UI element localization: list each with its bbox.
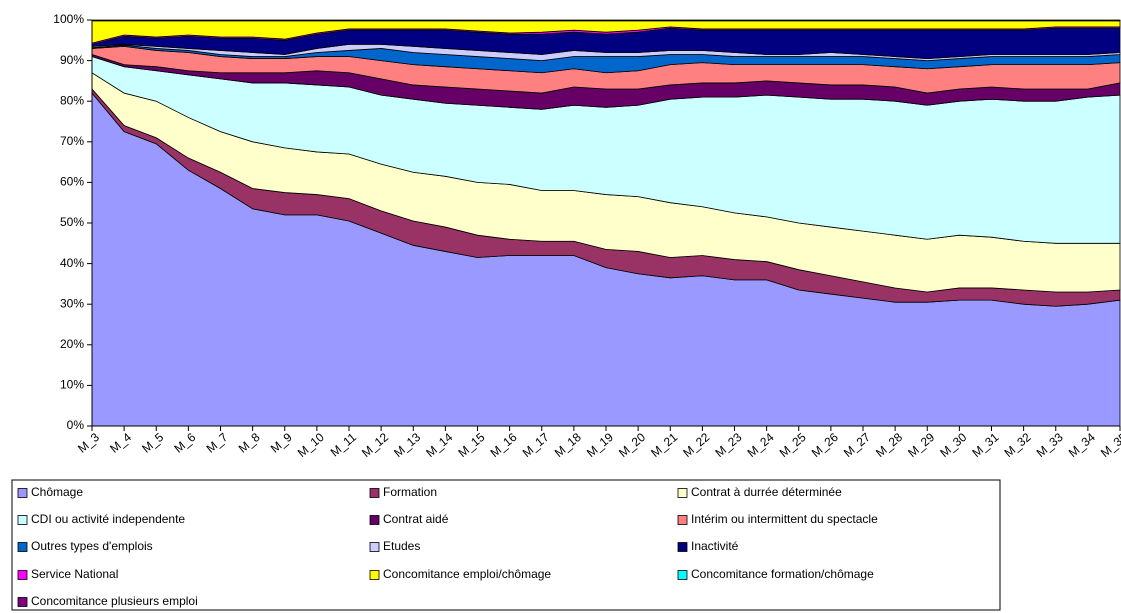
- legend-label: CDI ou activité independente: [31, 512, 185, 526]
- x-tick-label: M_12: [359, 430, 391, 460]
- legend-swatch: [17, 542, 28, 552]
- x-tick-label: M_19: [584, 430, 616, 460]
- x-tick-label: M_11: [328, 430, 360, 460]
- legend-label: Inactivité: [691, 539, 739, 553]
- x-tick-label: M_29: [905, 430, 937, 460]
- y-tick-label: 10%: [60, 378, 84, 392]
- legend-swatch: [17, 515, 28, 525]
- y-tick-label: 70%: [60, 134, 84, 148]
- x-tick-label: M_34: [1066, 430, 1098, 460]
- legend-swatch: [369, 488, 380, 498]
- x-tick-label: M_7: [204, 430, 231, 456]
- x-tick-label: M_17: [520, 430, 552, 460]
- x-tick-label: M_13: [391, 430, 423, 460]
- x-tick-label: M_25: [777, 430, 809, 460]
- y-tick-label: 30%: [60, 296, 84, 310]
- x-tick-label: M_10: [295, 430, 327, 460]
- legend-label: Formation: [383, 485, 437, 499]
- x-tick-label: M_5: [139, 430, 166, 456]
- x-tick-label: M_30: [937, 430, 969, 460]
- legend-swatch: [677, 515, 688, 525]
- y-tick-label: 60%: [60, 175, 84, 189]
- x-tick-label: M_32: [1002, 430, 1034, 460]
- x-tick-label: M_4: [107, 430, 134, 456]
- x-tick-label: M_35: [1098, 430, 1121, 460]
- x-tick-label: M_8: [236, 430, 263, 456]
- legend-label: Service National: [31, 567, 118, 581]
- legend-label: Outres types d'emplois: [31, 539, 153, 553]
- x-tick-label: M_14: [423, 430, 455, 460]
- legend-swatch: [17, 488, 28, 498]
- legend-swatch: [677, 488, 688, 498]
- y-tick-label: 50%: [60, 215, 84, 229]
- x-tick-label: M_15: [455, 430, 487, 460]
- x-tick-label: M_23: [712, 430, 744, 460]
- legend-label: Contrat à durrée déterminée: [691, 485, 842, 499]
- y-tick-label: 80%: [60, 93, 84, 107]
- legend-swatch: [369, 570, 380, 580]
- legend-swatch: [17, 597, 28, 607]
- y-tick-label: 40%: [60, 256, 84, 270]
- x-tick-label: M_28: [873, 430, 905, 460]
- legend-label: Concomitance plusieurs emploi: [31, 594, 198, 608]
- x-tick-label: M_24: [745, 430, 777, 460]
- x-tick-label: M_9: [268, 430, 295, 456]
- legend-label: Concomitance emploi/chômage: [383, 567, 551, 581]
- legend-label: Chômage: [31, 485, 83, 499]
- legend-label: Intérim ou intermittent du spectacle: [691, 512, 878, 526]
- y-tick-label: 20%: [60, 337, 84, 351]
- x-tick-label: M_18: [552, 430, 584, 460]
- x-tick-label: M_31: [969, 430, 1001, 460]
- legend-box: [11, 479, 1001, 611]
- x-tick-label: M_33: [1034, 430, 1066, 460]
- x-tick-label: M_26: [809, 430, 841, 460]
- y-tick-label: 90%: [60, 53, 84, 67]
- legend-swatch: [677, 542, 688, 552]
- legend-swatch: [17, 570, 28, 580]
- y-tick-label: 0%: [67, 418, 85, 432]
- legend-label: Concomitance formation/chômage: [691, 567, 874, 581]
- x-tick-label: M_21: [648, 430, 680, 460]
- legend-swatch: [369, 542, 380, 552]
- legend-label: Etudes: [383, 539, 420, 553]
- x-tick-label: M_16: [488, 430, 520, 460]
- x-tick-label: M_3: [75, 430, 102, 456]
- x-tick-label: M_6: [171, 430, 198, 456]
- legend-swatch: [369, 515, 380, 525]
- legend-swatch: [677, 570, 688, 580]
- legend-label: Contrat aidé: [383, 512, 449, 526]
- x-tick-label: M_27: [841, 430, 873, 460]
- y-tick-label: 100%: [53, 12, 84, 26]
- x-tick-label: M_22: [680, 430, 712, 460]
- x-tick-label: M_20: [616, 430, 648, 460]
